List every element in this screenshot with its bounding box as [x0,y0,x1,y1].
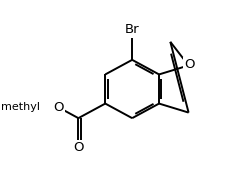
Text: Br: Br [125,23,139,36]
Text: O: O [73,141,84,154]
Text: O: O [53,101,63,114]
Text: methyl: methyl [1,102,40,112]
Text: O: O [184,58,195,71]
